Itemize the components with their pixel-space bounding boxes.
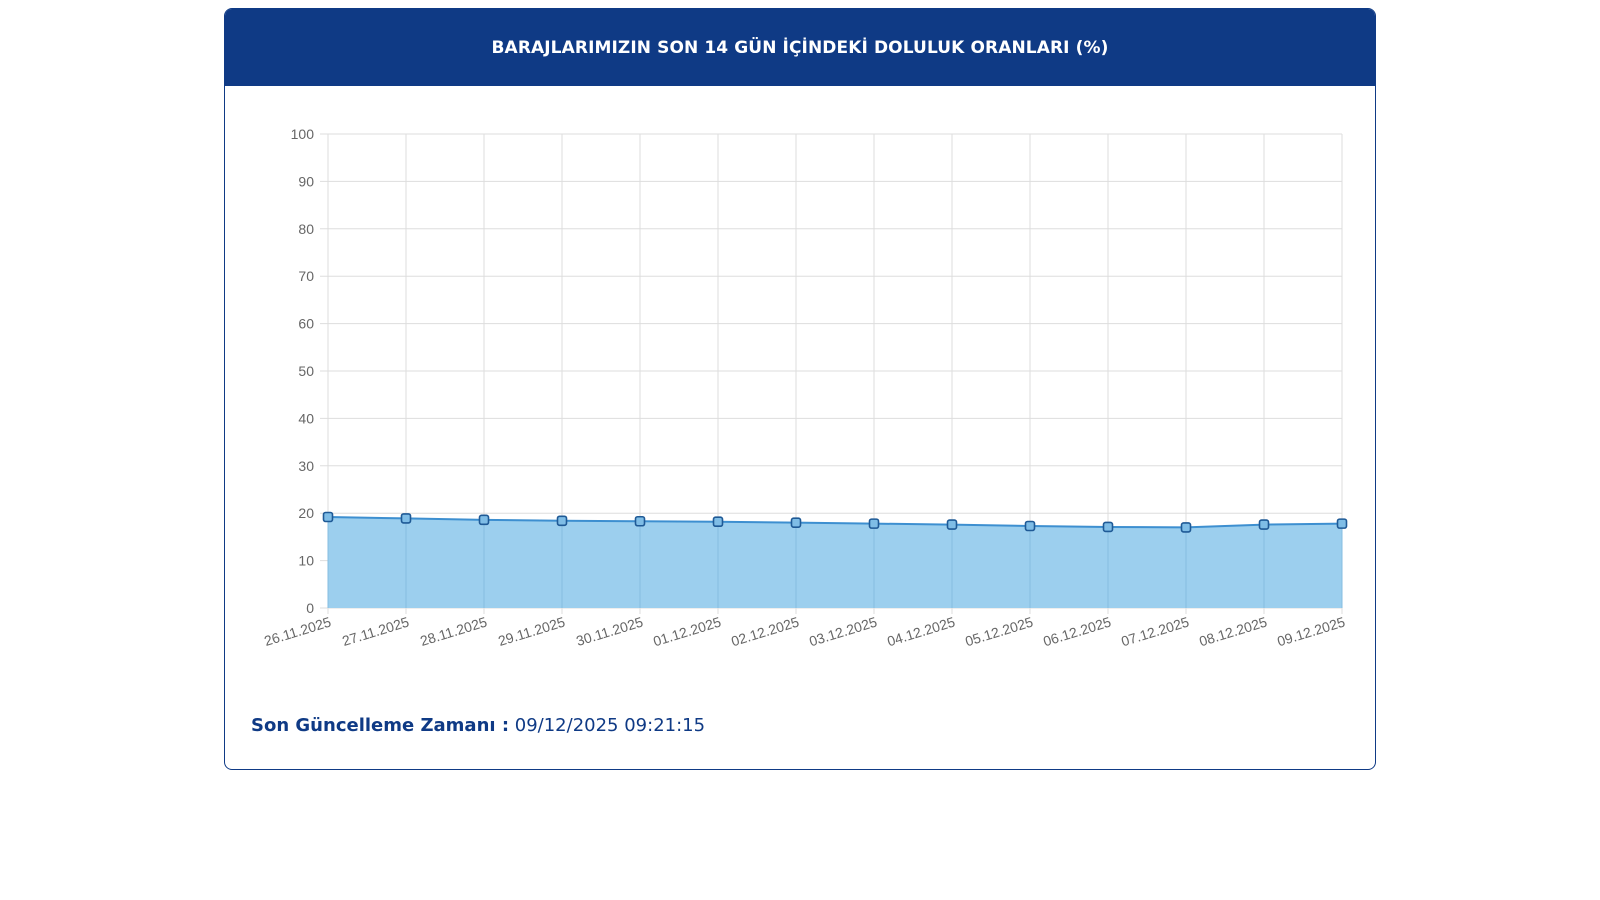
data-point	[1336, 518, 1348, 529]
data-point	[556, 515, 568, 527]
x-tick-label: 06.12.2025	[1041, 614, 1113, 650]
y-tick-label: 0	[306, 600, 314, 616]
x-tick-label: 09.12.2025	[1275, 614, 1347, 650]
data-point	[868, 518, 880, 529]
y-tick-label: 10	[298, 553, 314, 569]
x-tick-label: 08.12.2025	[1197, 614, 1269, 650]
x-tick-label: 01.12.2025	[651, 614, 723, 650]
fill-rate-chart: 0 10 20 30 40 50 60 70 80 90 100 26.11.2025 27.11.20…	[262, 126, 1348, 650]
y-tick-label: 30	[298, 458, 314, 474]
x-tick-label: 26.11.2025	[262, 614, 333, 650]
y-tick-label: 40	[298, 410, 314, 426]
y-tick-label: 60	[298, 316, 314, 332]
y-tick-label: 50	[298, 363, 314, 379]
x-tick-label: 27.11.2025	[340, 614, 411, 650]
card-header: BARAJLARIMIZIN SON 14 GÜN İÇİNDEKİ DOLUL…	[225, 9, 1375, 86]
series-line	[327, 515, 1343, 529]
x-tick-label: 07.12.2025	[1119, 614, 1191, 650]
chart-card: BARAJLARIMIZIN SON 14 GÜN İÇİNDEKİ DOLUL…	[224, 8, 1376, 770]
data-point	[1180, 522, 1192, 533]
y-tick-label: 20	[298, 505, 314, 521]
x-tick-label: 02.12.2025	[729, 614, 801, 650]
data-point	[1102, 521, 1114, 533]
data-point	[400, 513, 412, 524]
x-tick-label: 04.12.2025	[885, 614, 957, 650]
data-point	[1258, 519, 1270, 530]
data-point	[712, 516, 724, 528]
data-point	[634, 515, 646, 527]
last-updated: Son Güncelleme Zamanı : 09/12/2025 09:21…	[251, 715, 705, 736]
x-tick-label: 03.12.2025	[807, 614, 879, 650]
y-tick-label: 90	[298, 173, 314, 189]
data-point	[322, 511, 334, 523]
data-point	[790, 517, 802, 528]
chart-title: BARAJLARIMIZIN SON 14 GÜN İÇİNDEKİ DOLUL…	[491, 37, 1109, 58]
last-updated-value: 09/12/2025 09:21:15	[514, 715, 706, 736]
data-point	[946, 519, 958, 530]
data-point	[478, 514, 490, 526]
data-point	[1024, 520, 1036, 532]
x-tick-label: 30.11.2025	[574, 614, 645, 650]
y-tick-label: 80	[298, 221, 314, 237]
x-tick-label: 29.11.2025	[496, 614, 567, 650]
chart-area: 0 10 20 30 40 50 60 70 80 90 100 26.11.2025 27.11.20…	[225, 86, 1375, 686]
x-tick-label: 28.11.2025	[418, 614, 489, 650]
x-tick-label: 05.12.2025	[963, 614, 1035, 650]
last-updated-label: Son Güncelleme Zamanı :	[251, 715, 510, 736]
y-tick-label: 100	[291, 126, 315, 142]
y-tick-label: 70	[298, 268, 314, 284]
series-area	[328, 516, 1342, 608]
